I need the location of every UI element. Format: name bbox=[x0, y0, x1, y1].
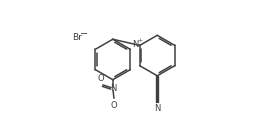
Text: Br: Br bbox=[72, 33, 82, 42]
Text: N: N bbox=[110, 84, 116, 93]
Text: +: + bbox=[138, 38, 143, 43]
Text: O: O bbox=[97, 74, 104, 83]
Text: O: O bbox=[111, 101, 117, 110]
Text: N: N bbox=[132, 40, 138, 49]
Text: −: − bbox=[79, 29, 88, 39]
Text: N: N bbox=[154, 104, 160, 113]
